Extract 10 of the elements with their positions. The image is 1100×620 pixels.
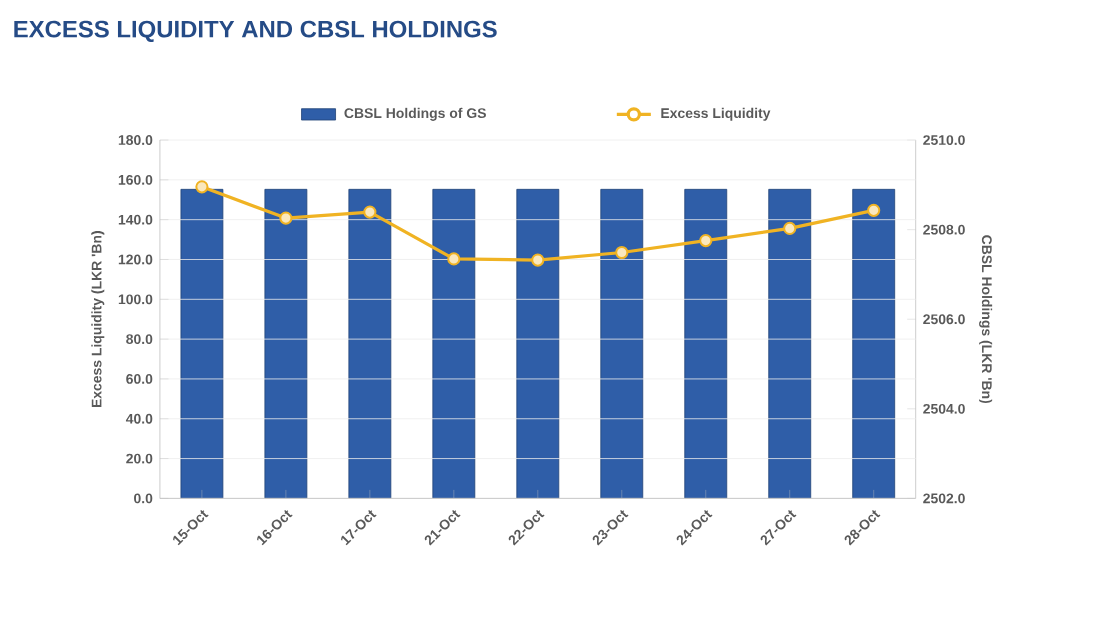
point xyxy=(531,253,545,267)
point xyxy=(363,205,377,219)
point xyxy=(195,180,209,194)
point xyxy=(867,203,881,217)
chart-title: EXCESS LIQUIDITY AND CBSL HOLDINGS xyxy=(14,20,497,42)
point xyxy=(783,221,797,235)
point xyxy=(447,252,461,266)
point xyxy=(279,211,293,225)
point xyxy=(615,245,629,259)
point xyxy=(699,233,713,248)
